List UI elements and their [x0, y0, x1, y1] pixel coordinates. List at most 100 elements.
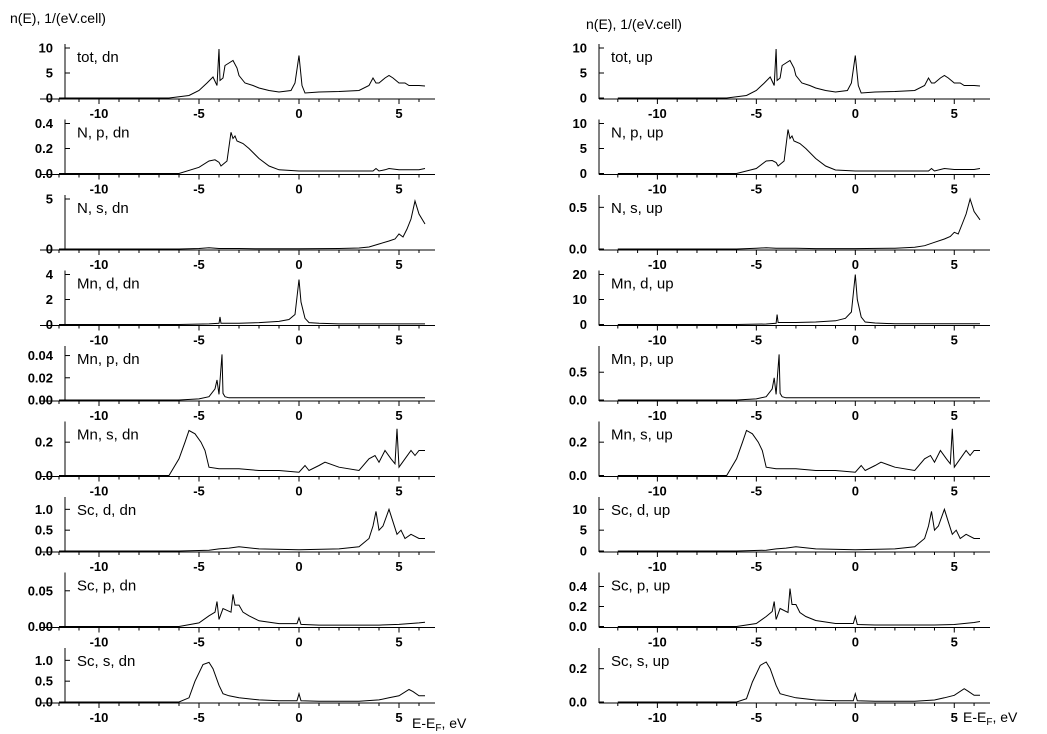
right-panel-9-x-tick-label: -5 [751, 710, 763, 725]
left-panel-4-x-tick-label: 5 [395, 333, 402, 348]
left-panel-5-y-tick-label: 0.02 [28, 370, 53, 385]
left-panel-3-x-tick-label: -5 [193, 257, 205, 272]
right-panel-5-series-label: Mn, p, up [611, 351, 674, 368]
left-panel-6-dos-line [59, 428, 425, 476]
left-panel-1-series-label: tot, dn [77, 49, 119, 66]
right-panel-9-x-tick-label: 0 [852, 710, 859, 725]
left-panel-8-dos-line [59, 594, 426, 627]
right-panel-4-y-tick-label: 10 [573, 292, 587, 307]
right-panel-4-x-tick-label: -5 [751, 333, 763, 348]
left-panel-2-y-tick-label: 0.0 [35, 166, 53, 181]
right-panel-3-x-tick-label: 0 [852, 257, 859, 272]
left-panel-2-y-tick-label: 0.4 [35, 116, 54, 131]
left-panel-9-y-tick-label: 1.0 [35, 653, 53, 668]
right-panel-7-x-tick-label: -5 [751, 559, 763, 574]
left-panel-1-y-tick-label: 0 [46, 91, 53, 106]
left-panel-7-y-tick-label: 1.0 [35, 502, 53, 517]
right-panel-7-y-tick-label: 5 [580, 523, 587, 538]
left-panel-1-x-tick-label: -10 [90, 106, 109, 121]
right-panel-1-series-label: tot, up [611, 49, 653, 66]
right-panel-3-x-tick-label: -5 [751, 257, 763, 272]
dos-panel: 0 5 -10 -5 0 5 N, s, dn [40, 192, 435, 272]
right-panel-8-y-tick-label: 0.0 [569, 619, 587, 634]
right-panel-6-dos-line [617, 428, 980, 476]
left-panel-7-x-tick-label: 5 [395, 559, 402, 574]
right-panel-8-y-tick-label: 0.2 [569, 599, 587, 614]
left-panel-3-x-tick-label: 5 [395, 257, 402, 272]
left-panel-8-series-label: Sc, p, dn [77, 578, 136, 595]
left-panel-6-x-tick-label: -10 [90, 484, 109, 499]
dos-panel: 0.0 0.5 -10 -5 0 5 N, s, up [569, 195, 990, 272]
left-panel-1-x-tick-label: -5 [193, 106, 205, 121]
left-panel-5-y-tick-label: 0.00 [28, 393, 53, 408]
right-x-axis-label: E-EF, eV [963, 709, 1017, 728]
left-panel-9-series-label: Sc, s, dn [77, 653, 135, 670]
left-panel-9-x-tick-label: 5 [395, 710, 402, 725]
right-panel-5-y-tick-label: 0.5 [569, 365, 587, 380]
right-panel-7-x-tick-label: 5 [951, 559, 958, 574]
left-panel-7-x-tick-label: 0 [295, 559, 302, 574]
left-panel-8-x-tick-label: 5 [395, 635, 402, 650]
dos-panel: 0 5 10 -10 -5 0 5 Sc, d, up [573, 497, 990, 574]
left-panel-4-x-tick-label: -5 [193, 333, 205, 348]
right-panel-8-x-tick-label: -10 [648, 635, 667, 650]
left-panel-1-y-tick-label: 10 [39, 41, 53, 56]
left-panel-7-series-label: Sc, d, dn [77, 502, 136, 519]
left-panel-6-x-tick-label: -5 [193, 484, 205, 499]
right-panel-2-x-tick-label: -10 [648, 182, 667, 197]
right-panel-4-x-tick-label: 0 [852, 333, 859, 348]
right-panel-1-x-tick-label: -10 [648, 106, 667, 121]
left-panel-2-series-label: N, p, dn [77, 125, 130, 142]
right-panel-6-x-tick-label: -5 [751, 484, 763, 499]
left-panel-7-y-tick-label: 0.0 [35, 544, 53, 559]
dos-panel: 0 2 4 -10 -5 0 5 Mn, d, dn [40, 267, 435, 348]
right-x-axis-label-unit: , eV [992, 709, 1018, 725]
left-panel-8-x-tick-label: -10 [90, 635, 109, 650]
right-panel-3-x-tick-label: -10 [648, 257, 667, 272]
right-x-axis-label-main: E-E [963, 709, 987, 725]
dos-panel: 0.0 0.2 -10 -5 0 5 Sc, s, up [569, 648, 990, 725]
right-panel-1-x-tick-label: 0 [852, 106, 859, 121]
left-x-axis-label-sub: F [435, 723, 442, 734]
left-y-axis-label: n(E), 1/(eV.cell) [10, 10, 106, 26]
right-panel-9-x-tick-label: 5 [951, 710, 958, 725]
right-panel-1-y-tick-label: 10 [573, 41, 587, 56]
left-x-axis-label-main: E-E [412, 715, 436, 731]
left-panel-2-y-tick-label: 0.2 [35, 141, 53, 156]
right-panel-2-x-tick-label: 5 [951, 182, 958, 197]
left-panel-5-series-label: Mn, p, dn [77, 351, 140, 368]
dos-panel: 0 10 20 -10 -5 0 5 Mn, d, up [573, 267, 990, 348]
right-panel-5-dos-line [617, 354, 980, 401]
left-panel-4-x-tick-label: -10 [90, 333, 109, 348]
left-panel-9-y-tick-label: 0.5 [35, 674, 53, 689]
right-panel-6-x-tick-label: -10 [648, 484, 667, 499]
right-panel-7-series-label: Sc, d, up [611, 502, 670, 519]
right-panel-8-x-tick-label: -5 [751, 635, 763, 650]
left-panel-9-x-tick-label: 0 [295, 710, 302, 725]
right-panel-3-y-tick-label: 0.0 [569, 242, 587, 257]
right-panel-5-y-tick-label: 0.0 [569, 393, 587, 408]
dos-panel: 0.00 0.02 0.04 -10 -5 0 5 Mn, p, dn [28, 346, 435, 423]
right-panel-3-dos-line [617, 197, 981, 250]
left-panel-3-dos-line [59, 199, 426, 250]
right-panel-4-x-tick-label: 5 [951, 333, 958, 348]
dos-panel: 0.0 0.2 -10 -5 0 5 Mn, s, up [569, 421, 990, 499]
right-panel-3-series-label: N, s, up [611, 200, 663, 217]
left-panel-7-dos-line [59, 507, 425, 552]
left-panel-4-series-label: Mn, d, dn [77, 276, 140, 293]
left-x-axis-label-unit: , eV [441, 715, 467, 731]
left-panel-6-x-tick-label: 5 [395, 484, 402, 499]
dos-panel: 0.0 0.5 1.0 -10 -5 0 5 Sc, s, dn [35, 648, 435, 725]
right-panel-2-y-tick-label: 10 [573, 116, 587, 131]
dos-panel: 0.0 0.2 -10 -5 0 5 Mn, s, dn [35, 421, 435, 499]
right-panel-1-x-tick-label: -5 [751, 106, 763, 121]
dos-panel: 0 5 10 -10 -5 0 5 tot, up [573, 41, 990, 121]
right-panel-9-series-label: Sc, s, up [611, 653, 669, 670]
right-panel-9-y-tick-label: 0.0 [569, 695, 587, 710]
left-panel-8-x-tick-label: 0 [295, 635, 302, 650]
dos-panel: 0 5 10 -10 -5 0 5 tot, dn [39, 41, 435, 121]
left-x-axis-label: E-EF, eV [412, 715, 466, 734]
right-panel-3-y-tick-label: 0.5 [569, 200, 587, 215]
right-panel-8-x-tick-label: 0 [852, 635, 859, 650]
left-panel-5-x-tick-label: -5 [193, 408, 205, 423]
